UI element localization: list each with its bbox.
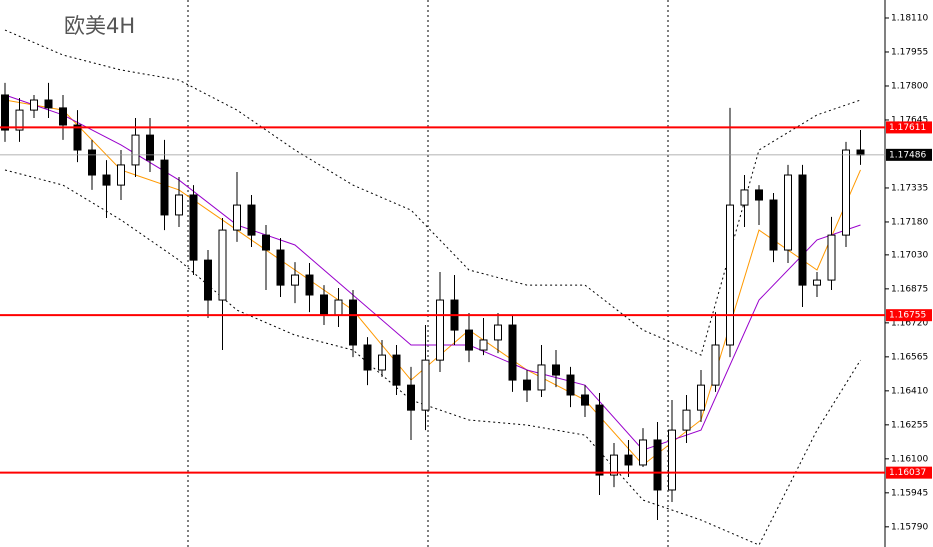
candle-body: [233, 204, 241, 231]
candle-body: [146, 134, 154, 161]
candle-body: [276, 249, 285, 286]
level-label-box: [886, 466, 932, 479]
y-tick-label: 1.16100: [891, 454, 928, 464]
candle-body: [842, 149, 850, 236]
candle-body: [726, 204, 734, 346]
candle-body: [291, 274, 299, 286]
y-tick-label: 1.17335: [891, 183, 928, 193]
candle-body: [421, 359, 430, 411]
candle-body: [595, 404, 604, 476]
candle-body: [88, 149, 96, 176]
level-label: 1.16755: [889, 311, 926, 321]
current-price-label: 1.17486: [889, 150, 926, 160]
candle-body: [131, 134, 140, 166]
candle-body: [59, 107, 67, 126]
candle-body: [349, 299, 357, 346]
level-label-box: [886, 121, 932, 134]
y-tick-label: 1.15790: [891, 522, 928, 532]
candle-body: [537, 364, 546, 391]
y-tick-label: 1.17800: [891, 81, 928, 91]
candle-body: [755, 189, 763, 201]
band-line: [4, 29, 861, 356]
y-tick-label: 1.16565: [891, 352, 928, 362]
candle-body: [378, 354, 386, 371]
candle-body: [668, 429, 676, 491]
candle-body: [175, 194, 183, 216]
candle-body: [392, 354, 401, 386]
y-tick-label: 1.16720: [891, 318, 928, 328]
candle-body: [624, 454, 633, 466]
candle-body: [15, 109, 24, 131]
candle-body: [552, 364, 560, 376]
candle-body: [813, 279, 821, 286]
candle-body: [697, 384, 705, 411]
candle-body: [479, 339, 488, 351]
y-tick-label: 1.16410: [891, 386, 928, 396]
candle-body: [653, 439, 662, 491]
y-tick-label: 1.17180: [891, 217, 928, 227]
candle-body: [117, 164, 125, 186]
candle-body: [320, 294, 328, 316]
candle-body: [508, 324, 517, 381]
candle-body: [436, 299, 444, 361]
candle-body: [363, 344, 372, 371]
candle-body: [73, 124, 82, 151]
chart-title: 欧美4H: [64, 14, 135, 38]
current-price-box: [886, 148, 932, 161]
candle-body: [581, 394, 589, 406]
candle-body: [247, 204, 256, 236]
candle-body: [827, 234, 836, 281]
candle-body: [494, 324, 502, 341]
y-tick-label: 1.16255: [891, 420, 928, 430]
candle-body: [102, 174, 111, 186]
y-tick-label: 1.15945: [891, 488, 928, 498]
level-label: 1.16037: [889, 468, 926, 478]
candle-body: [160, 159, 169, 216]
candle-body: [740, 189, 749, 206]
candle-body: [334, 299, 343, 316]
level-label: 1.17611: [889, 123, 926, 133]
y-tick-label: 1.16875: [891, 284, 928, 294]
candle-body: [407, 384, 415, 411]
candle-body: [305, 274, 314, 296]
candle-body: [711, 344, 720, 386]
candle-body: [30, 99, 38, 111]
candle-body: [1, 94, 9, 131]
y-tick-label: 1.17030: [891, 250, 928, 260]
band-line: [4, 169, 861, 546]
candle-body: [856, 149, 865, 156]
y-tick-label: 1.18110: [891, 13, 928, 23]
candle-body: [769, 199, 778, 251]
candle-body: [44, 99, 53, 109]
candle-body: [682, 409, 691, 431]
candle-body: [189, 194, 198, 261]
candle-body: [784, 174, 792, 251]
candle-body: [218, 229, 227, 301]
candle-body: [610, 454, 618, 476]
candle-body: [566, 374, 575, 396]
candle-body: [204, 259, 212, 301]
y-tick-label: 1.17955: [891, 47, 928, 57]
candle-body: [798, 174, 807, 286]
y-tick-label: 1.17645: [891, 115, 928, 125]
candle-body: [523, 379, 531, 391]
candle-body: [465, 329, 473, 351]
candle-body: [262, 234, 270, 251]
level-label-box: [886, 309, 932, 322]
candle-body: [639, 439, 647, 466]
